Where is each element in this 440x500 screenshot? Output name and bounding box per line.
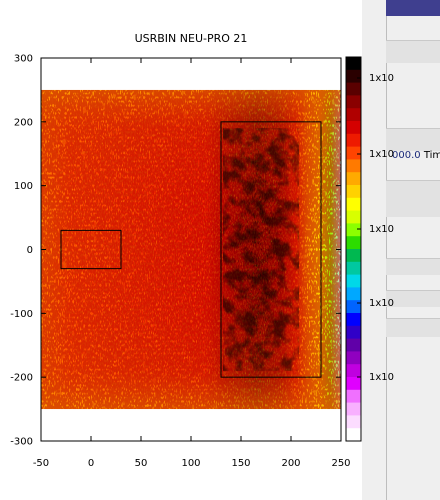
colorbar-swatch [346,428,361,442]
fragment-label: Time [423,150,440,161]
y-tick-label: 300 [14,54,33,65]
colorbar-swatch [346,364,361,378]
colorbar-swatch [346,121,361,135]
colorbar-swatch [346,389,361,404]
region-box [220,121,322,378]
y-tick-label: -300 [10,437,33,448]
colorbar-label: 1x10 [369,298,394,309]
panel-strip [386,128,440,151]
background-window: 000.0 Time [362,0,440,500]
panel-strip [386,290,440,307]
panel-strip [386,40,440,63]
window-titlebar [386,0,440,16]
colorbar-swatch [346,287,361,301]
colorbar-swatch [346,249,361,263]
x-tick-label: 200 [281,458,300,469]
colorbar-label: 1x10 [369,149,394,160]
colorbar-label: 1x10 [369,73,394,84]
y-tick-label: -100 [10,309,33,320]
colorbar-swatch [346,95,361,109]
panel-strip [386,318,440,337]
region-box [60,229,122,270]
colorbar-swatch [346,172,361,186]
colorbar: 1x10 1x10 1x10 1x10 1x10 [345,56,394,442]
panel-strip [386,180,440,217]
colorbar-swatch [346,338,361,352]
colorbar-swatch [346,415,361,429]
colorbar-swatch [346,223,361,237]
y-tick-label: 0 [27,245,33,256]
x-tick-label: 50 [135,458,148,469]
x-tick-label: 250 [331,458,350,469]
colorbar-swatch [346,377,361,391]
window-edge [386,0,387,500]
y-tick-label: -200 [10,373,33,384]
colorbar-swatch [346,274,361,288]
y-tick-label: 100 [14,181,33,192]
colorbar-swatch [346,300,361,314]
colorbar-frame [345,56,362,442]
x-tick-label: -50 [33,458,49,469]
colorbar-swatch [346,108,361,122]
x-tick-label: 150 [231,458,250,469]
window-text-fragment: 000.0 Time [392,150,440,161]
colorbar-swatch [346,402,361,416]
colorbar-swatch [346,57,361,71]
colorbar-swatch [346,185,361,199]
colorbar-swatch [346,313,361,327]
colorbar-swatch [346,351,361,365]
chart-title: USRBIN NEU-PRO 21 [135,32,248,45]
x-tick-label: 100 [181,458,200,469]
colorbar-swatch [346,210,361,224]
colorbar-swatch [346,69,361,84]
panel-strip [386,258,440,275]
colorbar-swatch [346,325,361,340]
colorbar-swatch [346,82,361,96]
colorbar-label: 1x10 [369,224,394,235]
fragment-value: 000.0 [392,150,421,161]
y-axis-ticks: 300 200 100 0 -100 -200 -300 [10,54,341,448]
x-tick-label: 0 [88,458,94,469]
colorbar-swatch [346,146,361,160]
colorbar-swatch [346,159,361,173]
heat-hotspots [223,128,299,371]
x-axis-ticks: -50 0 50 100 150 200 250 [33,58,351,469]
region-boxes [60,121,322,378]
colorbar-swatch [346,236,361,250]
heatmap-field [41,89,341,410]
colorbar-swatch [346,261,361,276]
colorbar-swatch [346,133,361,148]
y-tick-label: 200 [14,117,33,128]
colorbar-label: 1x10 [369,372,394,383]
colorbar-swatch [346,197,361,212]
